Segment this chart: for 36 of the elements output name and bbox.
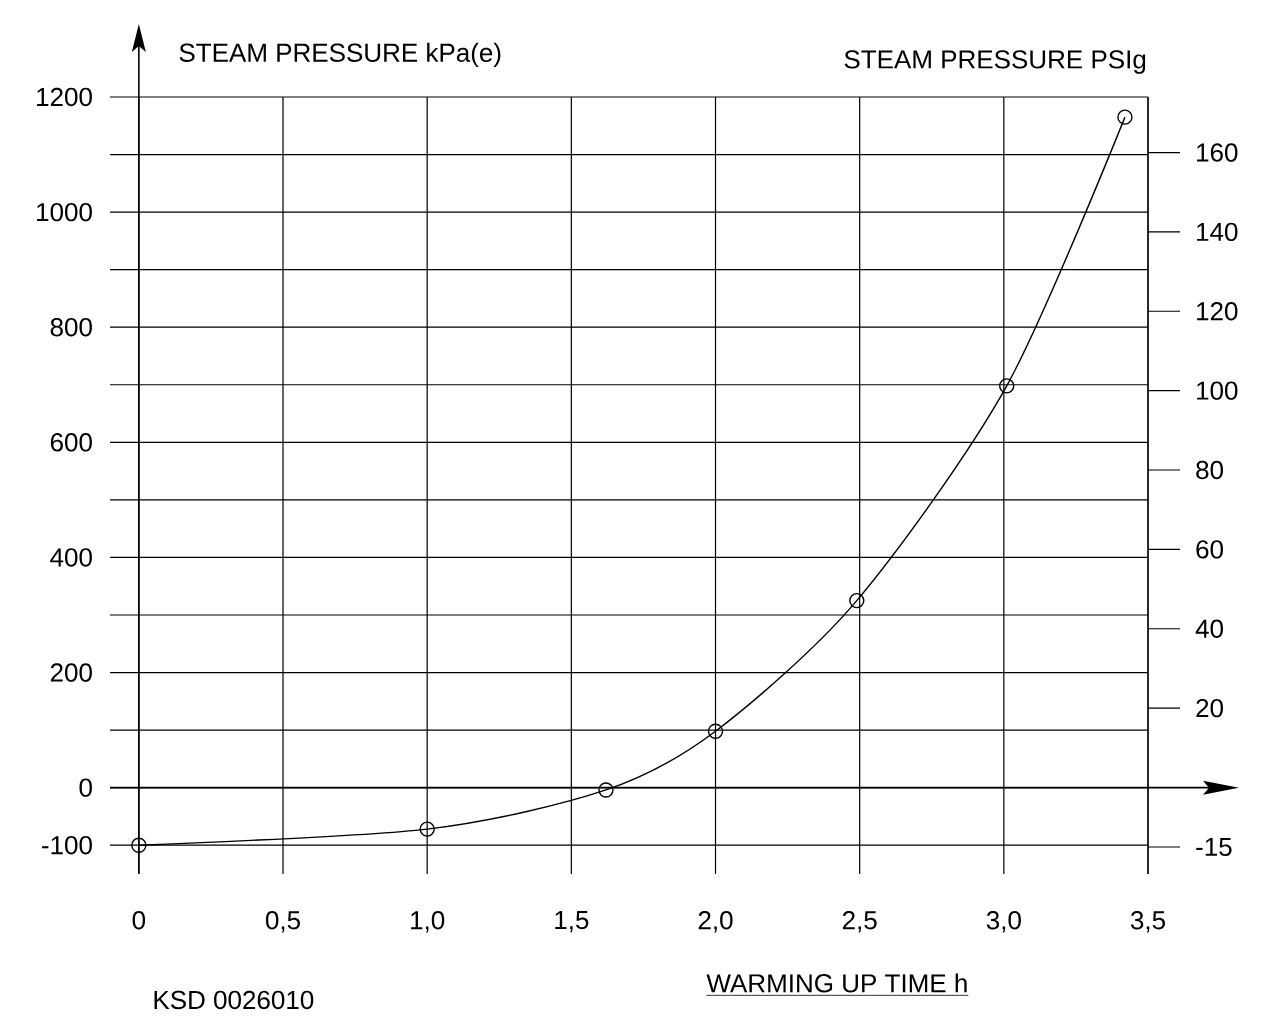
y2-tick-label: 60 [1196,540,1224,559]
x-tick-label: 0,5 [265,911,300,933]
y-axis-title: STEAM PRESSURE kPa(e) [179,42,501,68]
x-axis-title: WARMING UP TIME h [706,973,967,993]
y-tick-label: 800 [50,317,92,337]
x-tick-label: 2,5 [842,911,877,933]
x-tick-label: 2,0 [698,911,733,933]
y-tick-label: 200 [50,663,92,682]
y2-tick-label: 140 [1197,222,1238,242]
x-tick-label: 1,5 [555,911,589,933]
point [1117,109,1133,125]
y2-tick-label: 40 [1195,619,1224,638]
y-tick-label: 400 [50,548,92,567]
point [999,378,1015,394]
y2-tick-label: 120 [1197,302,1238,321]
text: KSD 0026010 [154,990,314,1010]
point [849,592,865,609]
y2-tick-label: -15 [1196,837,1232,857]
x-tick-label: 0 [132,911,146,930]
point [598,782,614,798]
y-tick-label: -100 [42,836,92,855]
x-tick-label: 3,0 [986,911,1021,933]
y2-axis-title: STEAM PRESSURE PSIg [844,50,1146,74]
y-tick-label: 1000 [37,202,92,222]
point [707,723,724,739]
x-tick-label: 3,5 [1130,911,1165,933]
y2-tick-label: 20 [1196,698,1224,718]
y-tick-label: 0 [79,778,92,797]
y-tick-label: 1200 [37,87,92,107]
y2-tick-label: 100 [1197,381,1238,400]
point [419,821,435,837]
y2-tick-label: 80 [1196,460,1224,480]
point [131,837,147,853]
y2-tick-label: 160 [1197,143,1238,162]
x-tick-label: 1,0 [411,911,445,933]
y-tick-label: 600 [50,433,92,452]
